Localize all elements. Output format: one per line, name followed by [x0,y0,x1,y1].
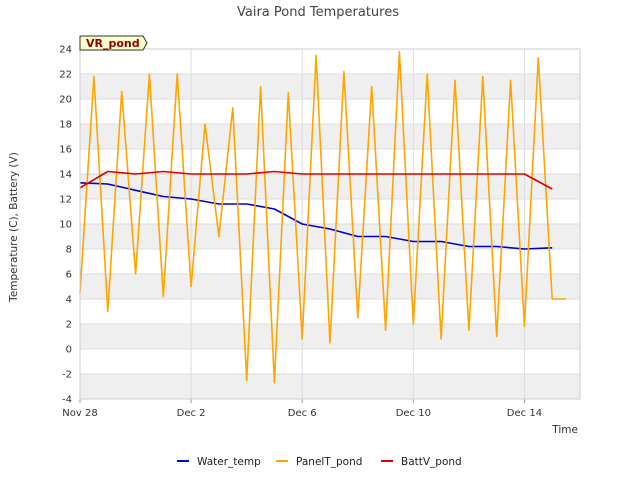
x-axis-label: Time [551,424,578,436]
series-layer [79,50,567,384]
legend-item: BattV_pond [381,456,462,468]
station-badge-box [79,35,148,51]
y-tick-label: 24 [59,45,72,56]
plot-band [80,124,580,149]
x-tick-label: Dec 2 [177,408,206,419]
station-badge-label: VR_pond [86,37,140,50]
y-tick-label: 10 [59,220,72,231]
legend-item: Water_temp [177,456,261,468]
plot-band [80,224,580,249]
plot-band [80,174,580,199]
plot-frame [79,48,581,400]
y-axis-label: Temperature (C), Battery (V) [8,152,20,303]
y-tick-label: 22 [59,70,72,81]
x-tick-label: Nov 28 [62,408,97,419]
legend: Water_temp PanelT_pond BattV_pond [177,456,462,468]
y-tick-label: 0 [66,345,72,356]
station-badge: VR_pond [79,35,148,51]
y-tick-label: -4 [62,395,72,406]
plot-band [80,374,580,399]
legend-label: BattV_pond [401,456,462,468]
y-tick-label: -2 [62,370,72,381]
series-line-2 [79,170,553,190]
x-tick-label: Dec 14 [507,408,542,419]
y-tick-label: 4 [66,295,72,306]
chart-title: Vaira Pond Temperatures [237,5,399,20]
y-tick-label: 14 [59,170,72,181]
y-tick-label: 8 [66,245,72,256]
plot-band [80,74,580,99]
legend-label: Water_temp [197,456,261,468]
y-tick-label: 16 [59,145,72,156]
series-line-1 [79,50,567,384]
legend-item: PanelT_pond [276,456,362,468]
legend-label: PanelT_pond [296,456,362,468]
plot-band [80,274,580,299]
y-tick-label: 20 [59,95,72,106]
y-tick-label: 6 [66,270,72,281]
y-tick-label: 18 [59,120,72,131]
x-tick-label: Dec 10 [396,408,431,419]
y-tick-label: 12 [59,195,72,206]
x-tick-labels: Nov 28 Dec 2 Dec 6 Dec 10 Dec 14 [62,408,542,419]
y-tick-label: 2 [66,320,72,331]
x-tick-label: Dec 6 [288,408,317,419]
